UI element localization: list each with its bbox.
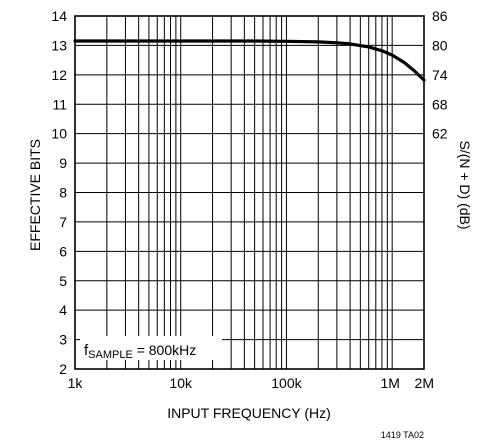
x-tick-label: 1M [380,375,399,391]
y-tick-label: 13 [51,37,67,53]
y-tick-label: 3 [59,332,67,348]
tick-labels: 2 3 4 5 6 7 8 9 10 11 12 13 14 86 80 74 68 62 1k 10k 100k 1M 2… [51,8,447,391]
grid-lines [75,16,424,369]
series-line [73,39,426,82]
y2-tick-label: 62 [432,126,448,142]
x-tick-label: 1k [68,375,84,391]
x-tick-label: 2M [415,375,434,391]
y-tick-label: 12 [51,67,67,83]
x-tick-label: 10k [169,375,193,391]
y-tick-label: 10 [51,126,67,142]
y-tick-label: 4 [59,302,67,318]
y-tick-label: 2 [59,361,67,377]
annotation-text: fSAMPLE = 800kHz [84,342,196,361]
y-axis-title: EFFECTIVE BITS [27,139,43,251]
annotation-suffix: = 800kHz [133,342,196,358]
annotation-background [80,336,222,360]
figure-code: 1419 TA02 [381,430,424,440]
annotation-box: fSAMPLE = 800kHz [80,336,222,361]
annotation-subscript: SAMPLE [88,349,133,361]
y-tick-label: 11 [52,96,67,112]
y2-tick-label: 68 [432,96,448,112]
plot-frame [74,15,425,370]
x-axis-title: INPUT FREQUENCY (Hz) [167,405,331,421]
y-tick-label: 9 [59,155,67,171]
y-tick-label: 8 [59,185,67,201]
annotation-prefix: f [84,342,89,359]
y2-axis-title: S/(N + D) (dB) [457,140,473,229]
y2-tick-label: 86 [432,8,448,24]
y2-tick-label: 80 [432,37,448,53]
y-tick-label: 14 [51,8,67,24]
y-tick-label: 6 [59,243,67,259]
y-tick-label: 7 [59,214,67,230]
y-tick-label: 5 [59,273,67,289]
x-tick-label: 100k [271,375,302,391]
y2-tick-label: 74 [432,67,448,83]
